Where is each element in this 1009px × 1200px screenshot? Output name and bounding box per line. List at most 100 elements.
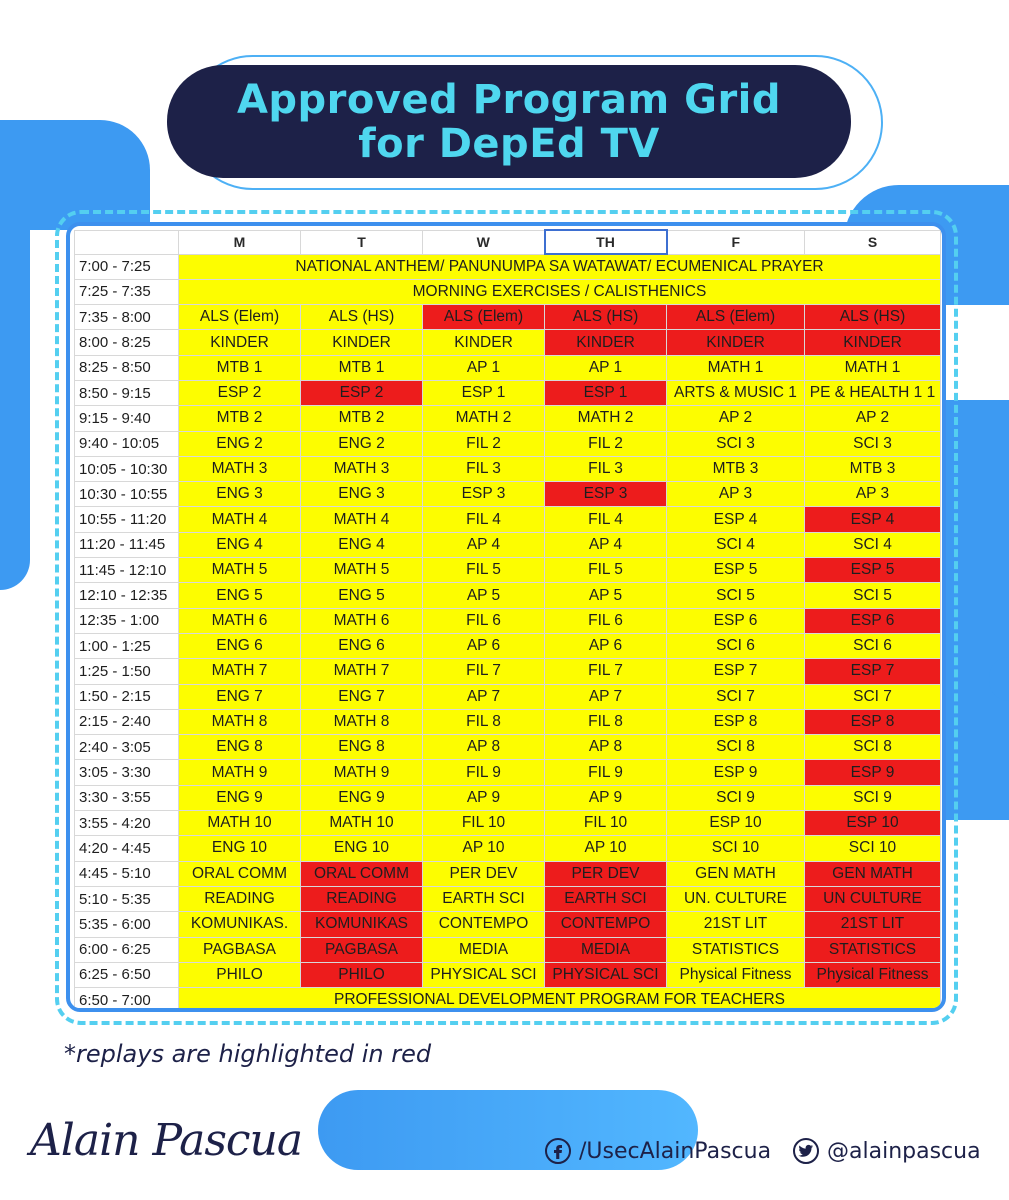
program-cell: PE & HEALTH 1 1 (804, 379, 941, 407)
day-header: M (178, 229, 301, 255)
time-slot-cell: 6:50 - 7:00 (74, 987, 179, 1008)
program-cell: UN. CULTURE (666, 885, 805, 913)
program-cell: SCI 6 (804, 632, 941, 660)
replay-program-cell: 21ST LIT (804, 911, 941, 938)
program-cell: ALS (HS) (300, 304, 423, 331)
program-cell: FIL 5 (544, 557, 667, 584)
program-cell: ENG 3 (300, 481, 423, 508)
schedule-row: 10:30 - 10:55 ENG 3 ENG 3 ESP 3 ESP 3 AP 3 AP … (74, 481, 941, 508)
program-cell: PHYSICAL SCI (422, 961, 545, 989)
program-cell: FIL 10 (544, 810, 667, 837)
program-cell: MATH 8 (300, 708, 423, 736)
program-cell: MTB 3 (804, 455, 941, 483)
program-cell: AP 1 (422, 354, 545, 381)
time-slot-cell: 4:45 - 5:10 (74, 860, 179, 887)
program-cell: MATH 7 (300, 658, 423, 685)
time-slot-cell: 8:00 - 8:25 (74, 329, 179, 356)
decor-pill-right (989, 657, 1009, 701)
schedule-row: 11:45 - 12:10 MATH 5 MATH 5 FIL 5 FIL 5 ESP 5… (74, 557, 941, 584)
program-cell: ESP 5 (666, 557, 805, 584)
time-slot-cell: 9:15 - 9:40 (74, 405, 179, 432)
decor-blob-bottom (318, 1090, 698, 1170)
program-cell: ESP 4 (666, 506, 805, 533)
program-cell: FIL 10 (422, 810, 545, 837)
schedule-row: 4:45 - 5:10 ORAL COMM ORAL COMM PER DEV PER … (74, 860, 941, 887)
program-cell: MEDIA (422, 936, 545, 963)
schedule-row: 1:50 - 2:15 ENG 7 ENG 7 AP 7 AP 7 SCI 7 SCI 7 (74, 683, 941, 710)
program-cell: MATH 9 (178, 759, 301, 786)
schedule-row: 11:20 - 11:45 ENG 4 ENG 4 AP 4 AP 4 SCI 4 SCI … (74, 531, 941, 559)
program-cell: MTB 1 (300, 354, 423, 381)
time-slot-cell: 1:50 - 2:15 (74, 683, 179, 710)
program-cell: AP 6 (544, 632, 667, 660)
program-cell: MTB 3 (666, 455, 805, 483)
dashed-frame (55, 210, 958, 1025)
program-cell: SCI 9 (804, 784, 941, 812)
replay-program-cell: ESP 5 (804, 557, 941, 584)
program-cell: PER DEV (422, 860, 545, 887)
schedule-row: 8:00 - 8:25 KINDER KINDER KINDER KINDER KINDE… (74, 329, 941, 356)
replay-program-cell: EARTH SCI (544, 885, 667, 913)
program-cell: KINDER (178, 329, 301, 356)
schedule-row: 3:55 - 4:20 MATH 10 MATH 10 FIL 10 FIL 10 ESP… (74, 810, 941, 837)
schedule-row: 8:25 - 8:50 MTB 1 MTB 1 AP 1 AP 1 MATH 1 MATH … (74, 354, 941, 381)
replay-program-cell: MEDIA (544, 936, 667, 963)
program-cell: SCI 7 (666, 683, 805, 710)
replay-program-cell: ESP 9 (804, 759, 941, 786)
title-line-2: for DepEd TV (358, 120, 660, 167)
facebook-link[interactable]: /UsecAlainPascua (545, 1138, 771, 1164)
program-cell: ENG 3 (178, 481, 301, 508)
replay-program-cell: PAGBASA (300, 936, 423, 963)
schedule-row: 6:00 - 6:25 PAGBASA PAGBASA MEDIA MEDIA STATI… (74, 936, 941, 963)
program-cell: AP 1 (544, 354, 667, 381)
program-cell: FIL 8 (544, 708, 667, 736)
program-cell: AP 5 (544, 582, 667, 609)
time-slot-cell: 5:10 - 5:35 (74, 885, 179, 913)
time-slot-cell: 8:25 - 8:50 (74, 354, 179, 381)
schedule-row: 10:05 - 10:30 MATH 3 MATH 3 FIL 3 FIL 3 MTB 3… (74, 455, 941, 483)
program-cell: MATH 2 (422, 405, 545, 432)
program-cell: MATH 5 (178, 557, 301, 584)
replay-program-cell: ALS (Elem) (666, 304, 805, 331)
program-cell: ARTS & MUSIC 1 (666, 379, 805, 407)
program-cell: KINDER (300, 329, 423, 356)
time-slot-cell: 11:45 - 12:10 (74, 557, 179, 584)
program-cell: ENG 9 (300, 784, 423, 812)
program-cell: ENG 7 (300, 683, 423, 710)
program-cell: FIL 6 (422, 607, 545, 634)
program-cell: ENG 2 (300, 430, 423, 457)
program-cell: ESP 9 (666, 759, 805, 786)
replay-program-cell: Physical Fitness (804, 961, 941, 989)
program-cell: AP 3 (666, 481, 805, 508)
replay-program-cell: ALS (HS) (804, 304, 941, 331)
program-cell: SCI 3 (804, 430, 941, 457)
day-header-row: M T W TH F S (74, 229, 941, 255)
program-cell: FIL 7 (422, 658, 545, 685)
program-cell: EARTH SCI (422, 885, 545, 913)
day-header: F (666, 229, 805, 255)
day-header: W (422, 229, 545, 255)
schedule-row: 3:30 - 3:55 ENG 9 ENG 9 AP 9 AP 9 SCI 9 SCI 9 (74, 784, 941, 812)
twitter-link[interactable]: @alainpascua (793, 1138, 981, 1164)
program-cell: MATH 10 (300, 810, 423, 837)
program-cell: PHILO (178, 961, 301, 989)
program-cell: FIL 9 (544, 759, 667, 786)
program-cell: SCI 5 (804, 582, 941, 609)
program-cell: AP 6 (422, 632, 545, 660)
program-cell: SCI 8 (804, 734, 941, 761)
program-cell: ENG 7 (178, 683, 301, 710)
program-cell: ESP 2 (178, 379, 301, 407)
time-slot-cell: 3:05 - 3:30 (74, 759, 179, 786)
program-cell: FIL 2 (544, 430, 667, 457)
schedule-row: 6:25 - 6:50 PHILO PHILO PHYSICAL SCI PHYSICA… (74, 961, 941, 989)
all-days-program-cell: NATIONAL ANTHEM/ PANUNUMPA SA WATAWAT/ E… (178, 253, 941, 280)
schedule-row: 2:15 - 2:40 MATH 8 MATH 8 FIL 8 FIL 8 ESP 8 ES… (74, 708, 941, 736)
program-cell: ENG 2 (178, 430, 301, 457)
all-days-program-cell: MORNING EXERCISES / CALISTHENICS (178, 278, 941, 306)
twitter-icon (793, 1138, 819, 1164)
signature: Alain Pascua (30, 1115, 303, 1166)
time-slot-cell: 11:20 - 11:45 (74, 531, 179, 559)
program-cell: ENG 6 (300, 632, 423, 660)
program-cell: FIL 2 (422, 430, 545, 457)
